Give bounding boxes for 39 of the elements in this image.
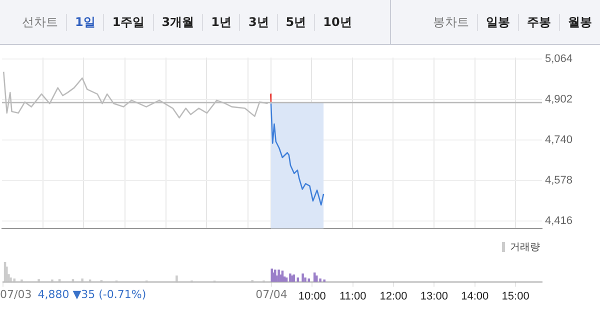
text: 10년 <box>314 14 360 30</box>
x-tick-label: 11:00 <box>339 290 366 302</box>
text: 3개월 <box>152 14 202 30</box>
bar <box>316 276 318 282</box>
y-tick-label: 5,064 <box>545 53 573 66</box>
text: 1주일 <box>103 14 153 30</box>
text: 봉차트 <box>432 14 470 30</box>
text: 일봉 <box>477 14 518 30</box>
text: 07/04 <box>256 288 288 302</box>
text: 07/03 <box>0 288 32 302</box>
legend-label: 거래량 <box>510 242 540 253</box>
bar <box>278 270 280 282</box>
y-tick-label: 4,740 <box>545 134 573 146</box>
x-tick-label: 12:00 <box>380 290 408 302</box>
bar <box>10 278 12 282</box>
bar <box>323 279 326 282</box>
text: 1년 <box>202 14 240 30</box>
x-tick-label: 10:00 <box>298 290 326 302</box>
text: 1일 <box>66 14 104 30</box>
bar <box>176 276 178 282</box>
text: 선차트 <box>21 14 59 30</box>
x-tick-label: 15:00 <box>502 290 530 302</box>
y-tick-label: 4,416 <box>545 214 573 227</box>
bar <box>51 279 54 282</box>
text: 4,880 ▼35 (-0.71%) <box>38 288 146 302</box>
text: 주봉 <box>518 14 559 30</box>
bar <box>319 278 322 282</box>
text: 월봉 <box>559 14 600 30</box>
text: 5년 <box>276 14 314 30</box>
bar <box>38 279 40 282</box>
bar <box>302 274 304 282</box>
bar <box>20 279 23 282</box>
bar <box>81 278 84 282</box>
bar <box>304 278 306 282</box>
text: 3년 <box>239 14 277 30</box>
x-tick-label: 14:00 <box>461 290 489 302</box>
y-tick-label: 4,902 <box>545 94 573 106</box>
x-tick-label: 13:00 <box>420 290 448 302</box>
y-tick-label: 4,578 <box>545 174 573 186</box>
